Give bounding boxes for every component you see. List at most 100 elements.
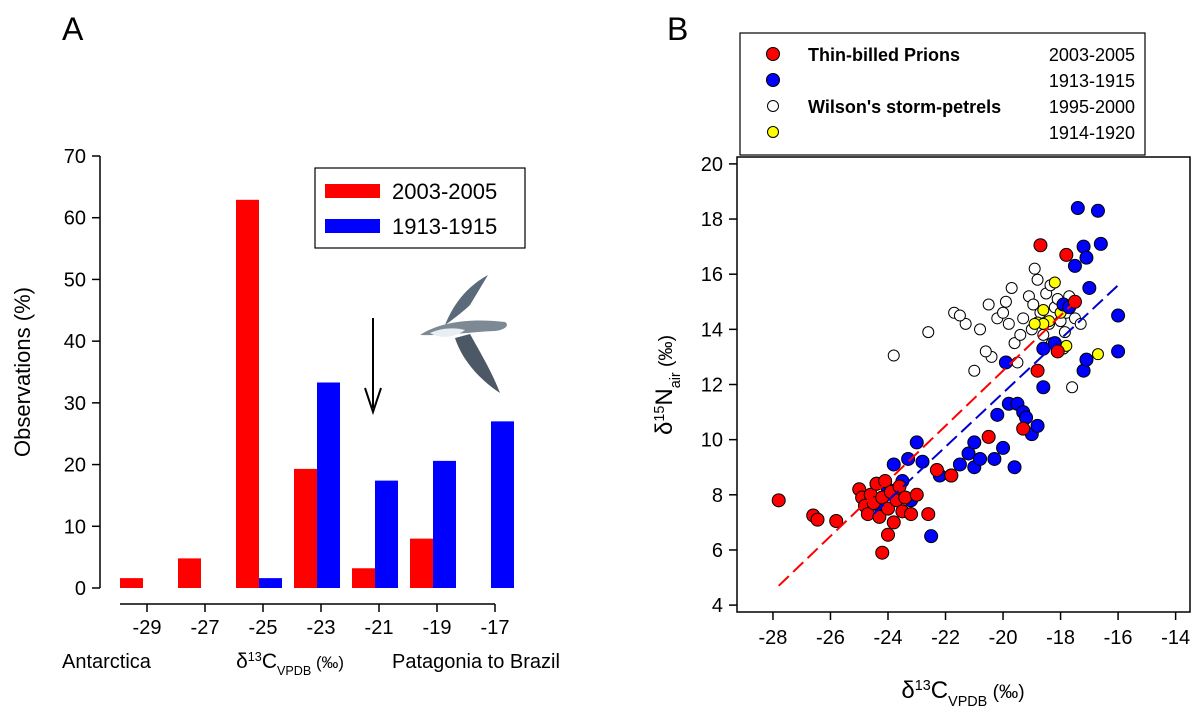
- x-tick-label: -21: [365, 617, 394, 639]
- point: [1036, 341, 1051, 356]
- point: [1111, 344, 1126, 359]
- legend-group: Thin-billed Prions: [808, 45, 960, 65]
- y-tick-label: 10: [701, 430, 723, 452]
- y-tick-label: 8: [712, 485, 723, 507]
- label-part: (‰): [987, 682, 1024, 703]
- x-tick-label: -19: [423, 617, 452, 639]
- legend-marker: [767, 100, 779, 112]
- point: [904, 507, 919, 522]
- point: [1048, 276, 1061, 289]
- point: [1002, 317, 1015, 330]
- x-tick-label: -14: [1161, 627, 1190, 649]
- y-tick-label: 16: [701, 264, 723, 286]
- point: [1016, 421, 1031, 436]
- annotation: Antarctica: [62, 651, 152, 673]
- point: [829, 514, 844, 528]
- point: [1066, 381, 1079, 394]
- point: [1017, 312, 1030, 325]
- point: [901, 451, 916, 466]
- point: [990, 407, 1005, 422]
- point: [1067, 258, 1082, 273]
- point: [1014, 328, 1027, 341]
- point: [1008, 337, 1021, 350]
- x-tick-label: -20: [989, 627, 1018, 649]
- point: [1031, 273, 1044, 286]
- point: [973, 451, 988, 466]
- label-part: δ: [651, 422, 678, 435]
- axis-label: δ13CVPDB (‰): [236, 650, 344, 678]
- point: [1028, 262, 1041, 275]
- point: [1070, 201, 1085, 216]
- point: [892, 479, 907, 494]
- point: [886, 515, 901, 530]
- fit-line: [872, 284, 1119, 515]
- point: [1030, 363, 1045, 378]
- point: [1074, 317, 1087, 330]
- y-tick-label: 12: [701, 375, 723, 397]
- legend-marker: [766, 47, 780, 61]
- point: [1090, 203, 1105, 218]
- legend-box: [314, 167, 526, 249]
- label-part: air: [668, 372, 684, 388]
- bar: [433, 460, 456, 588]
- bar: [491, 421, 514, 588]
- label-part: 13: [248, 650, 262, 664]
- legend-label: 1913-1915: [1049, 71, 1135, 91]
- point: [974, 323, 987, 336]
- x-tick-label: -28: [758, 627, 787, 649]
- plot-frame: [736, 156, 1191, 613]
- x-tick-label: -16: [1104, 627, 1133, 649]
- y-tick-label: 4: [712, 595, 723, 617]
- point: [1079, 352, 1094, 367]
- point: [959, 317, 972, 330]
- point: [968, 364, 981, 377]
- label-part: C: [931, 677, 948, 704]
- label-part: δ: [236, 650, 248, 673]
- bird-illustration: [420, 275, 507, 393]
- point: [997, 306, 1010, 319]
- bar: [178, 558, 201, 588]
- x-tick-label: -22: [931, 627, 960, 649]
- point: [921, 507, 936, 522]
- point: [999, 295, 1012, 308]
- x-tick-label: -25: [249, 617, 278, 639]
- bar: [236, 199, 259, 588]
- axis-label: δ13CVPDB (‰): [901, 677, 1024, 710]
- point: [810, 512, 825, 527]
- point: [1033, 238, 1048, 253]
- point: [1027, 298, 1040, 311]
- label-part: 15: [652, 406, 668, 422]
- bar: [259, 578, 282, 588]
- point: [1082, 280, 1097, 295]
- y-axis-title: Observations (%): [10, 287, 35, 457]
- point: [1111, 308, 1126, 323]
- y-tick-label: 0: [75, 578, 86, 600]
- point: [875, 545, 890, 560]
- y-tick-label: 30: [64, 393, 86, 415]
- point: [979, 345, 992, 358]
- y-tick-label: 10: [64, 516, 86, 538]
- point: [1011, 356, 1024, 369]
- point: [887, 349, 900, 362]
- point: [915, 454, 930, 469]
- point: [1030, 418, 1045, 433]
- y-tick-label: 60: [64, 208, 86, 230]
- point: [1036, 380, 1051, 395]
- x-tick-label: -27: [191, 617, 220, 639]
- point: [1037, 304, 1050, 317]
- point: [981, 429, 996, 444]
- legend-swatch: [325, 184, 380, 198]
- axis-label: δ15Nair (‰): [651, 335, 684, 435]
- label-part: δ: [901, 677, 914, 704]
- y-tick-label: 18: [701, 209, 723, 231]
- label-part: VPDB: [277, 664, 311, 678]
- point: [944, 468, 959, 483]
- point: [1093, 236, 1108, 251]
- point: [1005, 281, 1018, 294]
- point: [929, 462, 944, 477]
- point: [1091, 348, 1104, 361]
- y-tick-label: 6: [712, 540, 723, 562]
- x-tick-label: -17: [481, 617, 510, 639]
- bar: [294, 468, 317, 588]
